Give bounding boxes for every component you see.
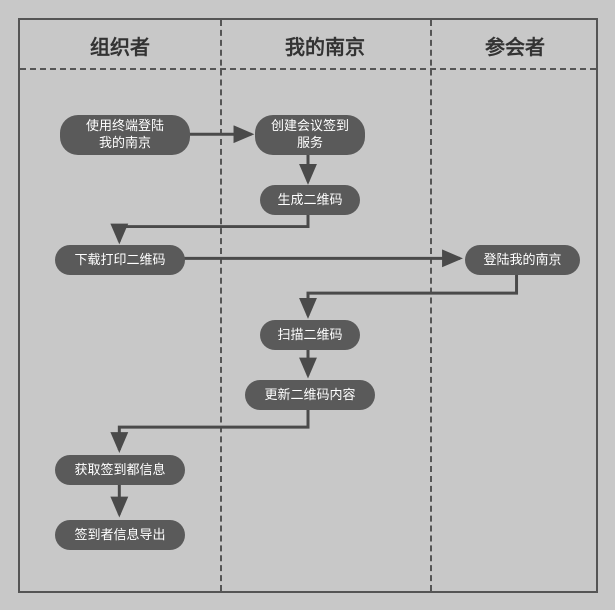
flow-node-n4: 下载打印二维码 (55, 245, 185, 275)
flow-node-n6: 扫描二维码 (260, 320, 360, 350)
lane-header-row: 组织者 我的南京 参会者 (20, 20, 596, 70)
edge-n7-n8 (119, 407, 308, 450)
edges-layer (20, 20, 596, 591)
lane-header-system: 我的南京 (220, 20, 430, 70)
flow-node-n5: 登陆我的南京 (465, 245, 580, 275)
edge-n5-n6 (308, 273, 517, 316)
lane-header-attendee: 参会者 (430, 20, 600, 70)
flow-node-n3: 生成二维码 (260, 185, 360, 215)
swimlane-frame: 组织者 我的南京 参会者 使用终端登陆我的南京 创建会议签到服务生成二维码下载打印… (18, 18, 598, 593)
flow-node-n7: 更新二维码内容 (245, 380, 375, 410)
edge-n3-n4 (119, 214, 308, 242)
flow-node-n1: 使用终端登陆我的南京 (60, 115, 190, 155)
lane-divider-1 (220, 20, 222, 591)
lane-divider-2 (430, 20, 432, 591)
lane-header-organizer: 组织者 (20, 20, 220, 70)
flow-node-n2: 创建会议签到服务 (255, 115, 365, 155)
flow-node-n8: 获取签到都信息 (55, 455, 185, 485)
flow-node-n9: 签到者信息导出 (55, 520, 185, 550)
